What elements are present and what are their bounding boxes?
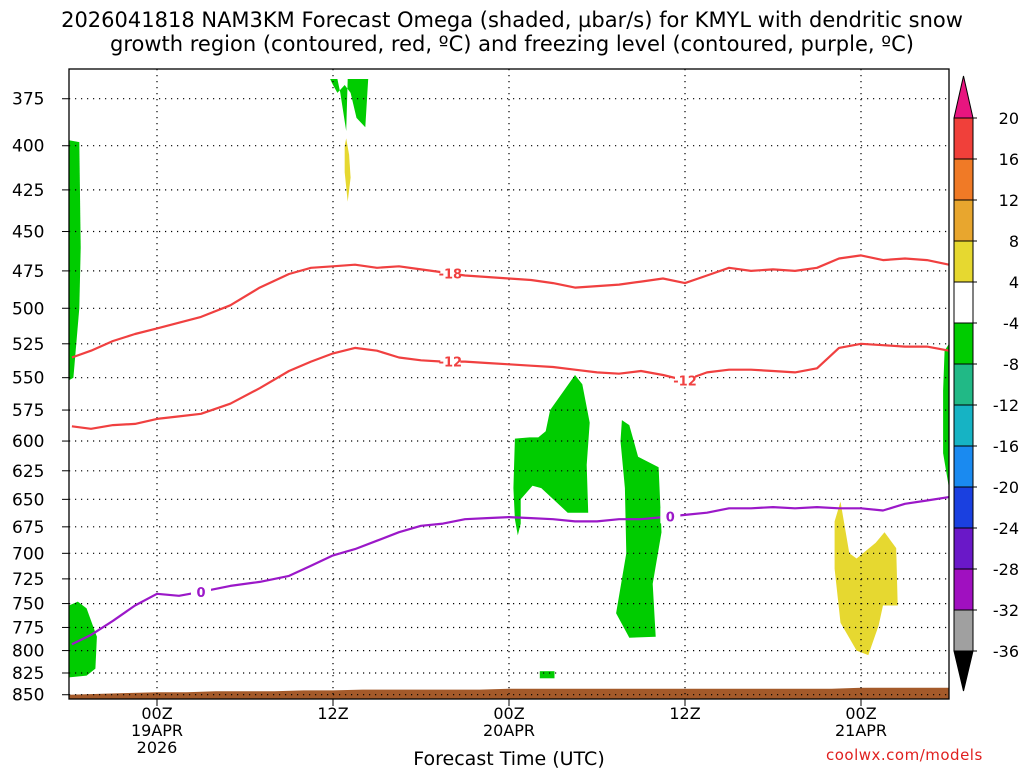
contour-minus18-line <box>71 254 950 359</box>
y-tick-label-375: 375 <box>12 90 44 110</box>
x-axis-label: Forecast Time (UTC) <box>413 748 604 768</box>
colorbar-label-4: 4 <box>1009 273 1019 292</box>
y-tick-label-750: 750 <box>12 595 44 615</box>
y-tick-label-575: 575 <box>12 401 44 421</box>
x-tick-label-3-0: 12Z <box>669 704 700 723</box>
x-tick-label-2-0: 00Z <box>493 704 524 723</box>
contour-0-line <box>71 496 950 646</box>
omega-shade-0-3 <box>513 375 590 536</box>
omega-shade-1-1 <box>834 501 898 656</box>
y-tick-label-600: 600 <box>12 432 44 452</box>
contour-0-label-1: 0 <box>666 510 675 525</box>
x-tick-label-4-1: 21APR <box>835 721 887 740</box>
y-tick-label-525: 525 <box>12 335 44 355</box>
x-tick-label-0-1: 19APR <box>131 721 183 740</box>
y-tick-label-800: 800 <box>12 642 44 662</box>
colorbar-label-10: -24 <box>993 519 1019 538</box>
colorbar-label-3: 8 <box>1009 232 1019 251</box>
colorbar-swatch-12 <box>953 609 974 652</box>
omega-shade-0-5 <box>943 343 949 489</box>
plot-frame <box>68 68 950 700</box>
colorbar-swatch-1 <box>953 158 974 201</box>
colorbar-swatch-0 <box>953 117 974 160</box>
credit-text[interactable]: coolwx.com/models <box>826 746 983 764</box>
x-tick-label-0-0: 00Z <box>141 704 172 723</box>
plot-area <box>69 69 949 699</box>
y-tick-label-625: 625 <box>12 462 44 482</box>
contour-0-label-bg-0 <box>191 583 211 599</box>
x-tick-label-1-0: 12Z <box>317 704 348 723</box>
colorbar-label-9: -20 <box>993 478 1019 497</box>
colorbar-label-12: -32 <box>993 601 1019 620</box>
omega-shade-1-0 <box>344 138 351 202</box>
contour-minus18-label-bg-0 <box>440 265 461 281</box>
colorbar-top-arrow <box>953 75 974 119</box>
colorbar-label-8: -16 <box>993 437 1019 456</box>
colorbar-label-1: 16 <box>999 150 1019 169</box>
colorbar-swatch-6 <box>953 363 974 406</box>
colorbar-swatch-3 <box>953 240 974 283</box>
omega-shade-0-4 <box>616 420 662 638</box>
colorbar-label-7: -12 <box>993 396 1019 415</box>
colorbar-label-11: -28 <box>993 560 1019 579</box>
colorbar-swatch-7 <box>953 404 974 447</box>
y-tick-label-550: 550 <box>12 369 44 389</box>
contour-0-label-0: 0 <box>196 586 205 601</box>
colorbar-label-0: 20 <box>999 109 1019 128</box>
contour-minus18-label-0: -18 <box>439 267 463 282</box>
y-tick-label-475: 475 <box>12 262 44 282</box>
contour-minus12-line <box>71 342 950 430</box>
colorbar-label-5: -4 <box>1003 314 1019 333</box>
x-tick-label-0-2: 2026 <box>137 738 178 757</box>
contour-minus12-label-0: -12 <box>439 356 463 371</box>
colorbar-bottom-arrow <box>953 650 974 692</box>
y-tick-label-450: 450 <box>12 223 44 243</box>
contour-0-label-bg-1 <box>660 508 681 524</box>
contour-minus12-label-bg-0 <box>440 353 461 369</box>
contour-minus12-label-1: -12 <box>673 374 697 389</box>
colorbar-swatch-11 <box>953 568 974 611</box>
omega-shade-0-6 <box>539 671 555 679</box>
y-tick-label-400: 400 <box>12 137 44 157</box>
colorbar-swatch-9 <box>953 486 974 529</box>
colorbar-label-2: 12 <box>999 191 1019 210</box>
y-tick-label-675: 675 <box>12 518 44 538</box>
y-tick-label-425: 425 <box>12 181 44 201</box>
colorbar-swatch-2 <box>953 199 974 242</box>
omega-shade-0-0 <box>69 140 81 381</box>
colorbar-label-6: -8 <box>1003 355 1019 374</box>
chart-title-line-1: 2026041818 NAM3KM Forecast Omega (shaded… <box>61 8 963 32</box>
omega-shade-0-2 <box>330 79 369 131</box>
y-tick-label-825: 825 <box>12 664 44 684</box>
x-tick-label-4-0: 00Z <box>845 704 876 723</box>
y-tick-label-775: 775 <box>12 618 44 638</box>
colorbar-swatch-8 <box>953 445 974 488</box>
y-tick-label-500: 500 <box>12 299 44 319</box>
colorbar-swatch-4 <box>953 281 974 324</box>
y-tick-label-725: 725 <box>12 570 44 590</box>
chart-title-line-2: growth region (contoured, red, ºC) and f… <box>110 32 914 56</box>
colorbar-label-13: -36 <box>993 642 1019 661</box>
x-tick-label-2-1: 20APR <box>483 721 535 740</box>
y-tick-label-850: 850 <box>12 686 44 706</box>
colorbar-swatch-10 <box>953 527 974 570</box>
contour-minus12-label-bg-1 <box>675 372 695 388</box>
colorbar-swatch-5 <box>953 322 974 365</box>
y-tick-label-650: 650 <box>12 490 44 510</box>
y-tick-label-700: 700 <box>12 544 44 564</box>
